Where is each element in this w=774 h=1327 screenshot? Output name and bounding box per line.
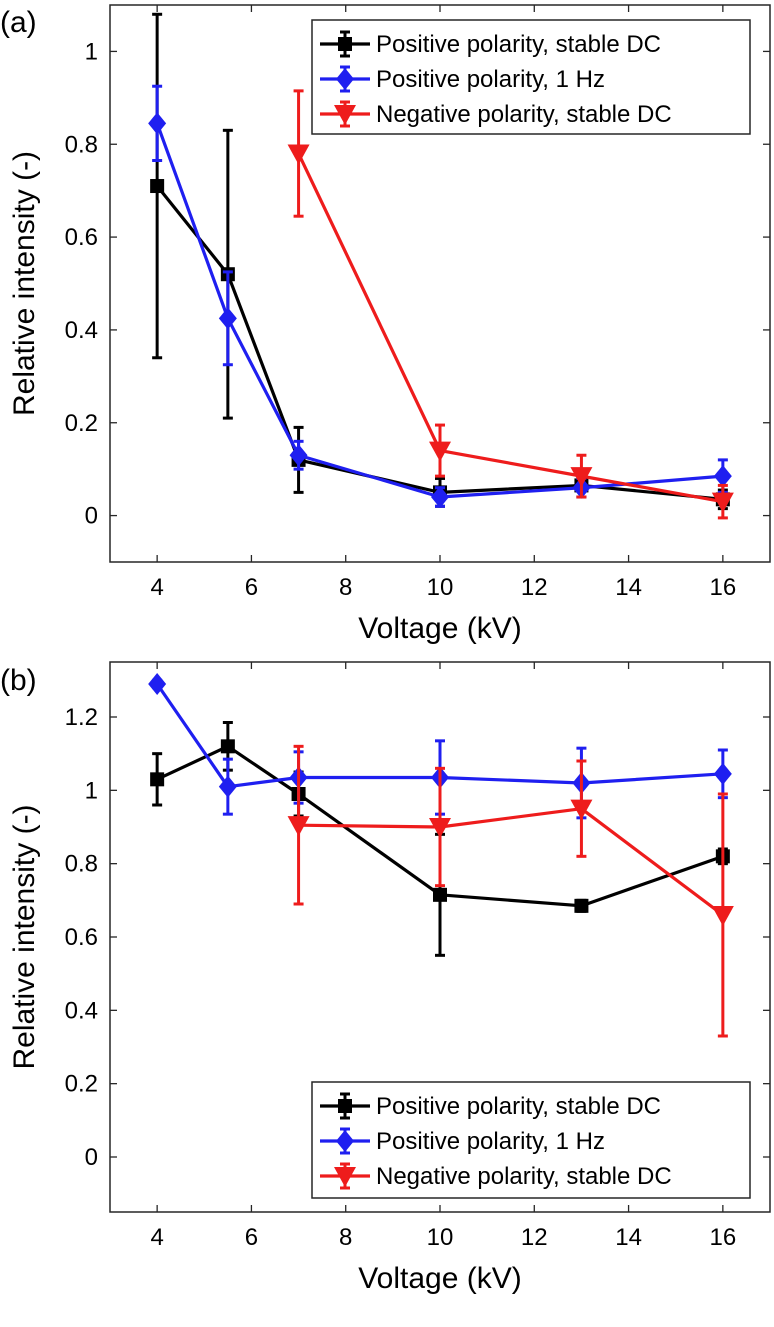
legend: Positive polarity, stable DC Positive pol… — [311, 1081, 751, 1199]
data-point — [574, 898, 589, 913]
data-point — [287, 144, 310, 165]
x-tick-label: 14 — [615, 574, 642, 601]
x-tick-label: 6 — [245, 574, 258, 601]
x-tick-label: 10 — [427, 1224, 454, 1251]
data-point — [287, 816, 310, 837]
data-point — [711, 492, 734, 513]
x-tick-label: 8 — [339, 1224, 352, 1251]
legend-marker — [336, 68, 354, 90]
series-triangle-down — [287, 744, 734, 1038]
data-point — [218, 775, 237, 798]
panel-b: 4 6 8 10 12 14 16 0 0.2 0.4 0.6 0.8 1 1.2 Voltage (kV)… — [0, 661, 771, 1295]
x-tick-label: 10 — [427, 574, 454, 601]
x-tick-label: 4 — [150, 574, 163, 601]
data-point — [431, 486, 449, 509]
y-axis-label: Relative intensity (-) — [8, 151, 41, 416]
x-tick-label: 12 — [521, 574, 548, 601]
legend-marker — [336, 1130, 354, 1152]
data-point — [570, 799, 593, 820]
y-tick-label: 0.2 — [65, 1071, 98, 1098]
legend-item: Negative polarity, stable DC — [320, 100, 672, 128]
x-axis-label: Voltage (kV) — [358, 612, 521, 645]
y-axis-label: Relative intensity (-) — [8, 804, 41, 1069]
x-axis-label: Voltage (kV) — [358, 1262, 521, 1295]
data-point — [150, 772, 165, 787]
series-triangle-down — [287, 89, 734, 520]
data-point — [570, 467, 593, 488]
x-tick-label: 6 — [245, 1224, 258, 1251]
data-point — [713, 762, 732, 785]
legend-label: Positive polarity, stable DC — [376, 31, 661, 58]
data-point — [148, 112, 167, 135]
y-tick-label: 0.4 — [65, 997, 98, 1024]
data-point — [148, 673, 167, 695]
series-line — [298, 807, 724, 917]
legend-label: Negative polarity, stable DC — [376, 101, 672, 128]
legend-item: Positive polarity, 1 Hz — [320, 65, 605, 93]
data-point — [289, 444, 308, 467]
legend-item: Negative polarity, stable DC — [320, 1162, 672, 1190]
x-tick-label: 8 — [339, 574, 352, 601]
legend-label: Positive polarity, 1 Hz — [376, 1128, 605, 1155]
data-point — [220, 739, 235, 754]
y-tick-label: 0.8 — [65, 131, 98, 158]
y-tick-label: 0.6 — [65, 224, 98, 251]
legend-label: Positive polarity, 1 Hz — [376, 66, 605, 93]
y-tick-label: 1 — [85, 777, 98, 804]
y-tick-label: 1.2 — [65, 704, 98, 731]
legend-item: Positive polarity, stable DC — [320, 1092, 661, 1120]
x-tick-label: 16 — [710, 574, 737, 601]
data-point — [429, 818, 451, 838]
legend-label: Negative polarity, stable DC — [376, 1163, 672, 1190]
legend-label: Positive polarity, stable DC — [376, 1093, 661, 1120]
series-line — [156, 744, 724, 908]
x-tick-label: 16 — [710, 1224, 737, 1251]
x-tick-label: 12 — [521, 1224, 548, 1251]
data-point — [218, 307, 237, 330]
y-tick-label: 0.2 — [65, 410, 98, 437]
data-point — [711, 906, 734, 926]
legend-marker — [334, 105, 356, 125]
panel-label: (b) — [0, 664, 37, 697]
series-line — [155, 122, 723, 499]
legend-marker — [338, 37, 352, 51]
y-tick-label: 0.6 — [65, 924, 98, 951]
y-tick-label: 1 — [85, 38, 98, 65]
data-point — [433, 887, 447, 902]
legend-item: Positive polarity, stable DC — [320, 30, 661, 58]
x-tick-label: 4 — [150, 1224, 163, 1251]
series-line — [297, 152, 724, 504]
y-tick-label: 0.4 — [65, 317, 98, 344]
legend-box — [311, 1081, 751, 1199]
data-point — [150, 179, 165, 194]
x-tick-label: 14 — [615, 1224, 642, 1251]
data-point — [429, 441, 451, 462]
legend-marker — [334, 1167, 356, 1187]
legend-box — [311, 19, 751, 135]
legend: Positive polarity, stable DC Positive pol… — [311, 19, 751, 135]
series-line — [155, 683, 723, 789]
y-tick-label: 0 — [85, 503, 98, 530]
panel-label: (a) — [0, 6, 37, 39]
y-tick-label: 0.8 — [65, 851, 98, 878]
series-diamond — [148, 84, 732, 509]
legend-marker — [338, 1099, 352, 1113]
legend-item: Positive polarity, 1 Hz — [320, 1127, 605, 1155]
data-point — [713, 465, 732, 488]
panel-a: 4 6 8 10 12 14 16 0 0.2 0.4 0.6 0.8 1 Voltage (kV) Rel… — [0, 4, 771, 645]
y-tick-label: 0 — [85, 1144, 98, 1171]
